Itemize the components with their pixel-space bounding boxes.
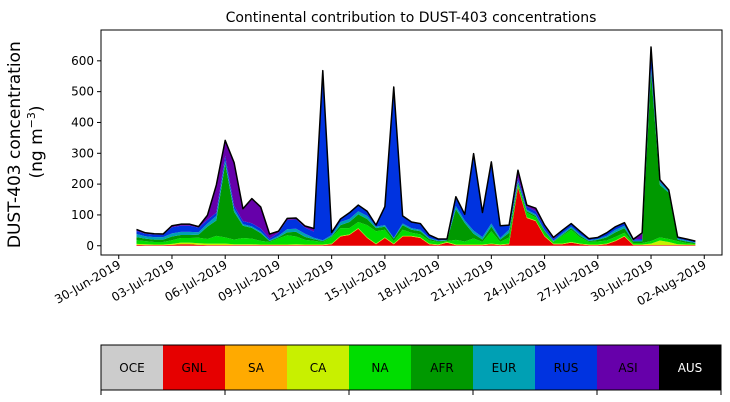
- legend-swatch-aus: [659, 345, 722, 390]
- legend-colorbar: OCE GNL SA CA NA AFR EUR RUS ASI AUS: [100, 344, 722, 395]
- legend-label-na: NA: [371, 361, 389, 375]
- y-tick-label: 600: [71, 54, 94, 68]
- y-tick-label: 100: [71, 208, 94, 222]
- legend-label-rus: RUS: [554, 361, 579, 375]
- legend-label-aus: AUS: [678, 361, 703, 375]
- legend-swatch-gnl: [163, 345, 226, 390]
- y-tick-label: 300: [71, 146, 94, 160]
- area-afr: [136, 71, 696, 244]
- y-axis-label-superscript: −3: [25, 112, 38, 128]
- legend-label-ca: CA: [310, 361, 327, 375]
- legend-label-eur: EUR: [492, 361, 517, 375]
- y-tick-label: 400: [71, 115, 94, 129]
- plot-frame: [100, 29, 723, 256]
- legend-swatch-na: [349, 345, 412, 390]
- y-axis-label-line1: DUST-403 concentration: [5, 41, 25, 248]
- legend-swatch-rus: [535, 345, 598, 390]
- chart-title: Continental contribution to DUST-403 con…: [226, 10, 597, 26]
- legend-swatch-asi: [597, 345, 660, 390]
- legend-label-sa: SA: [248, 361, 265, 375]
- y-tick-label: 0: [86, 239, 94, 253]
- total-line: [136, 46, 696, 242]
- legend-label-gnl: GNL: [182, 361, 207, 375]
- legend-frame: [100, 344, 722, 391]
- legend-swatch-sa: [225, 345, 288, 390]
- legend-swatch-afr: [411, 345, 474, 390]
- y-axis-label: DUST-403 concentration (ng m−3): [5, 36, 47, 248]
- legend-swatch-ca: [287, 345, 350, 390]
- area-na: [136, 184, 696, 245]
- y-tick-label: 200: [71, 177, 94, 191]
- legend-label-afr: AFR: [430, 361, 453, 375]
- legend-label-asi: ASI: [618, 361, 637, 375]
- legend-swatch-eur: [473, 345, 536, 390]
- legend-swatch-oce: [101, 345, 164, 390]
- y-tick-label: 500: [71, 85, 94, 99]
- legend-label-oce: OCE: [119, 361, 144, 375]
- y-axis-label-line2: (ng m−3): [25, 105, 47, 178]
- plot-area: [136, 46, 696, 246]
